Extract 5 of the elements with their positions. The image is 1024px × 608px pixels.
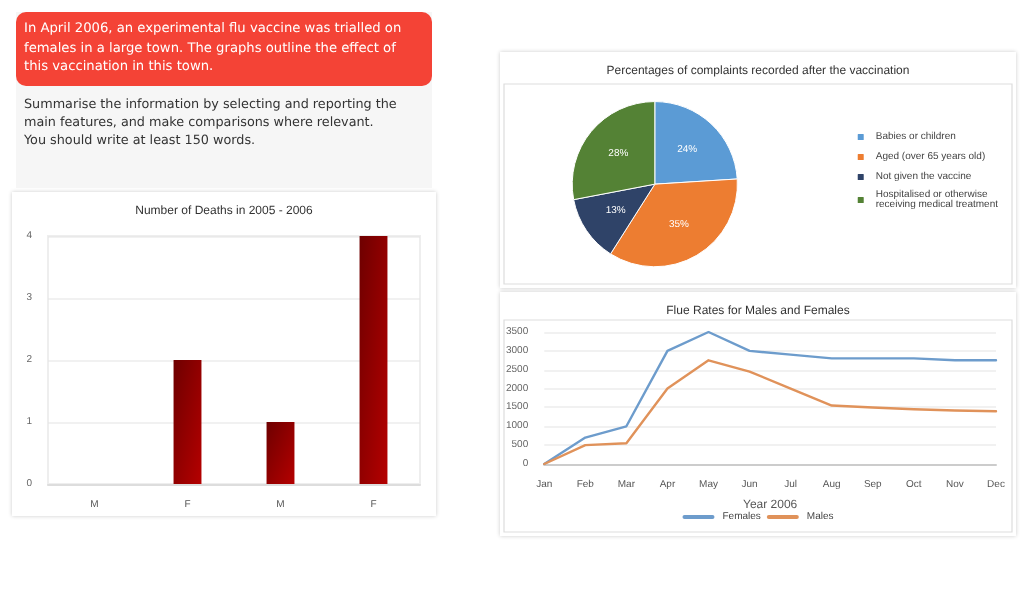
bar — [359, 236, 388, 484]
bar — [173, 360, 202, 484]
bar — [266, 422, 295, 484]
line-series — [543, 359, 998, 466]
line-series — [543, 330, 998, 466]
